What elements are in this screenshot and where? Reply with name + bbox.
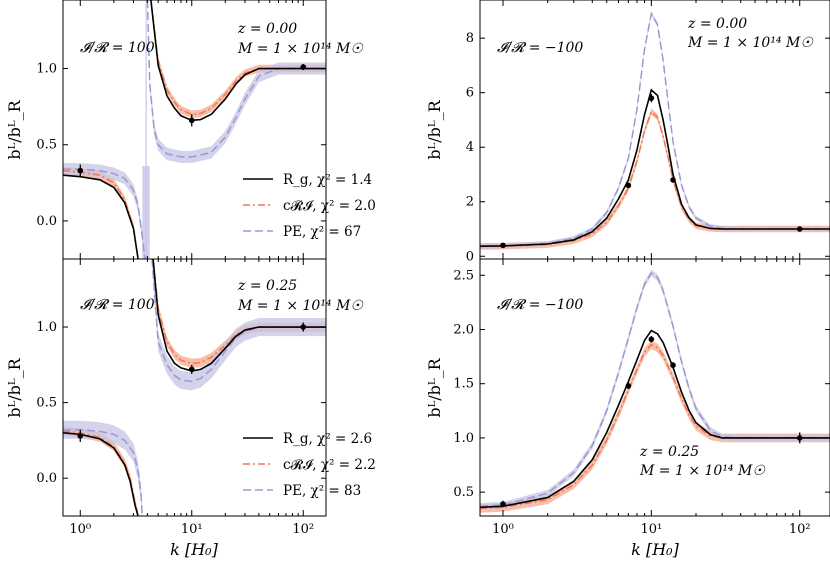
y-axis-label-top-right: bᴸ/bᴸ_R	[425, 99, 444, 159]
series-line-pe	[480, 11, 830, 247]
x-tick-label: 10¹	[640, 522, 662, 537]
data-point	[300, 324, 307, 330]
plot-area	[480, 269, 830, 513]
plot-area	[63, 0, 326, 259]
ratio-label: 𝓘/𝓡 = 100	[80, 40, 155, 56]
series-line-r-g	[63, 432, 139, 516]
pole-band-narrow	[145, 0, 147, 259]
data-point	[188, 366, 195, 373]
x-tick-label: 10⁰	[492, 522, 514, 537]
band-cri	[63, 166, 139, 259]
y-tick-label: 0.5	[36, 396, 57, 411]
data-point	[670, 362, 676, 369]
z-label: z = 0.00	[687, 16, 747, 32]
y-tick-label: 6	[466, 86, 474, 101]
band-pe	[63, 163, 145, 259]
series-line-pe	[63, 168, 146, 259]
data-point	[625, 182, 632, 189]
x-axis-label-right: k [H₀]	[631, 540, 679, 559]
axes-frame	[479, 258, 830, 517]
data-point	[77, 167, 84, 174]
series-line-r-g	[150, 0, 326, 122]
x-tick-label: 10¹	[181, 522, 203, 537]
plot-area	[480, 11, 830, 250]
panel-top-right: 𝓘/𝓡 = −100 z = 0.00 M = 1 × 10¹⁴ M☉ 0 2 4 6…	[466, 0, 830, 264]
mass-label: M = 1 × 10¹⁴ M☉	[687, 35, 814, 51]
x-axis-label-left: k [H₀]	[170, 540, 218, 559]
band-pe	[152, 259, 326, 391]
band-cri	[150, 0, 326, 119]
y-axis-label-bottom-right: bᴸ/bᴸ_R	[425, 357, 444, 417]
legend-label: R_g, χ² = 2.6	[283, 431, 372, 447]
data-point	[77, 433, 84, 439]
series-line-pe	[146, 0, 326, 158]
y-tick-label: 1.5	[453, 377, 474, 392]
y-tick-label: 2	[466, 195, 474, 210]
legend-label: PE, χ² = 67	[283, 224, 361, 240]
data-point	[648, 336, 655, 343]
data-point	[648, 95, 655, 101]
y-tick-label: 4	[466, 140, 474, 155]
data-point	[300, 64, 307, 70]
data-point	[188, 117, 195, 124]
data-point	[670, 177, 676, 183]
y-tick-label: 1.0	[36, 320, 57, 335]
data-point	[625, 383, 632, 389]
y-tick-label: 0	[466, 249, 474, 264]
ratio-label: 𝓘/𝓡 = −100	[497, 297, 583, 313]
data-point	[500, 242, 506, 249]
panel-bottom-right: 𝓘/𝓡 = −100 z = 0.25 M = 1 × 10¹⁴ M☉ 0.5 1…	[453, 258, 830, 537]
y-tick-label: 2.0	[453, 322, 474, 337]
plot-area	[63, 259, 326, 516]
legend-label: R_g, χ² = 1.4	[283, 172, 372, 188]
x-tick-label: 10⁰	[69, 522, 91, 537]
ratio-label: 𝓘/𝓡 = 100	[80, 297, 155, 313]
y-tick-label: 0.5	[453, 485, 474, 500]
legend-label: c𝓡𝓘, χ² = 2.0	[283, 198, 376, 214]
z-label: z = 0.00	[237, 21, 297, 37]
z-label: z = 0.25	[639, 444, 699, 460]
x-tick-label: 10²	[789, 522, 811, 537]
band-pe	[147, 0, 326, 164]
series-line-cri	[480, 343, 830, 510]
z-label: z = 0.25	[237, 278, 297, 294]
y-tick-label: 2.5	[453, 268, 474, 283]
band-pe	[63, 420, 143, 516]
data-point	[500, 501, 506, 507]
axes-frame	[62, 0, 327, 260]
y-axis-label-bottom-left: bᴸ/bᴸ_R	[5, 357, 24, 417]
series-line-r-g	[480, 88, 830, 247]
legend-label: c𝓡𝓘, χ² = 2.2	[283, 457, 376, 473]
mass-label: M = 1 × 10¹⁴ M☉	[639, 463, 766, 479]
y-tick-label: 0.0	[36, 471, 57, 486]
series-line-r-g	[152, 259, 326, 372]
y-tick-label: 8	[466, 31, 474, 46]
data-point	[796, 226, 803, 232]
series-line-cri	[150, 0, 326, 116]
data-point	[796, 435, 803, 441]
series-line-pe	[63, 429, 144, 516]
mass-label: M = 1 × 10¹⁴ M☉	[237, 41, 364, 57]
ratio-label: 𝓘/𝓡 = −100	[497, 40, 583, 56]
series-line-r-g	[63, 174, 139, 259]
mass-label: M = 1 × 10¹⁴ M☉	[237, 298, 364, 314]
panel-top-left: 𝓘/𝓡 = 100 z = 0.00 M = 1 × 10¹⁴ M☉ 0.0 0.…	[36, 0, 376, 260]
y-tick-label: 0.5	[36, 138, 57, 153]
y-tick-label: 1.0	[453, 431, 474, 446]
x-tick-label: 10²	[292, 522, 314, 537]
y-tick-label: 1.0	[36, 62, 57, 77]
legend-label: PE, χ² = 83	[283, 483, 361, 499]
y-axis-label-top-left: bᴸ/bᴸ_R	[5, 99, 24, 159]
series-line-r-g	[480, 329, 830, 509]
panel-bottom-left: 𝓘/𝓡 = 100 z = 0.25 M = 1 × 10¹⁴ M☉ 0.0 0.…	[36, 258, 376, 537]
band-cri	[480, 340, 830, 513]
axes-frame	[62, 258, 327, 517]
y-tick-label: 0.0	[36, 214, 57, 229]
